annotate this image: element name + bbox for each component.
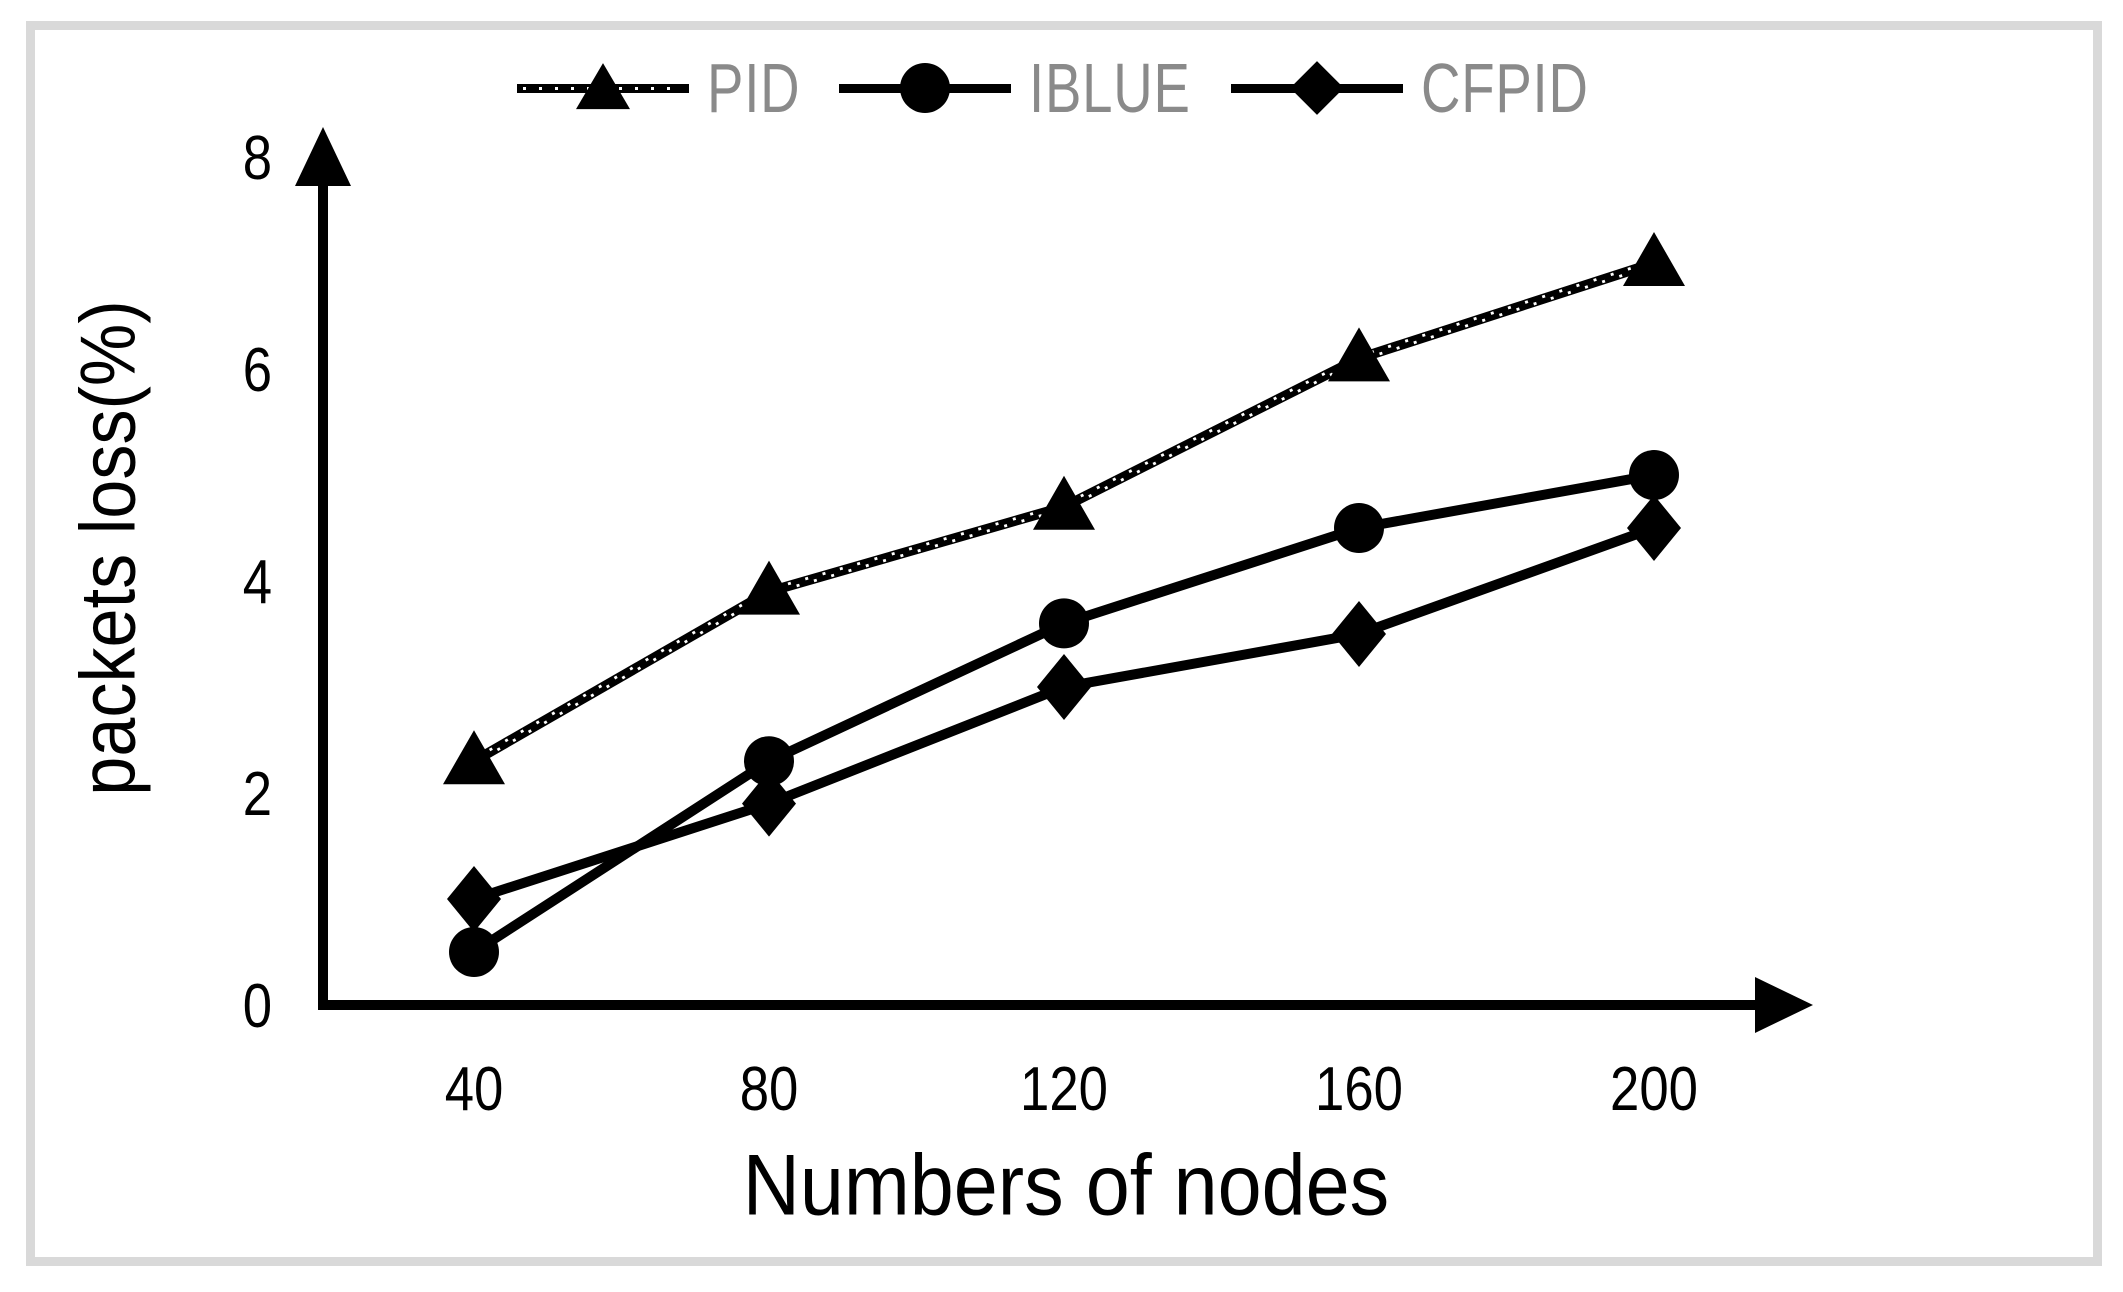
legend-item-iblue: IBLUE [838,48,1201,128]
y-tick-label: 0 [243,972,272,1041]
y-tick-labels: 0 2 4 6 8 [243,124,272,1041]
y-tick-label: 8 [243,124,272,193]
series-line-dots-PID [473,263,1655,765]
triangle-marker-icon [738,560,800,615]
series-line-dots-PID [473,259,1655,761]
circle-marker-icon [744,736,794,787]
circle-marker-icon [1039,598,1089,649]
x-axis-arrow-icon [1755,977,1813,1033]
legend: PID IBLUE CFPID [516,40,1607,136]
x-tick-label: 80 [740,1055,799,1124]
y-axis-title: packets loss(%) [63,300,152,796]
pid-line-sample [516,63,689,110]
triangle-marker-icon [1033,475,1095,530]
x-tick-label: 200 [1610,1055,1698,1124]
legend-label-cfpid: CFPID [1420,49,1589,127]
legend-label-pid: PID [706,49,800,127]
triangle-icon [575,63,630,110]
legend-label-iblue: IBLUE [1028,49,1191,127]
legend-item-pid: PID [516,48,809,128]
x-axis-title: Numbers of nodes [742,1137,1390,1234]
x-tick-label: 120 [1020,1055,1108,1124]
series-PID [443,232,1685,785]
triangle-marker-icon [1623,232,1685,286]
y-tick-label: 4 [243,548,272,617]
y-tick-label: 6 [243,336,272,405]
diamond-marker-icon [1037,654,1091,720]
triangle-marker-icon [443,730,505,785]
circle-icon [899,63,950,113]
circle-marker-icon [449,927,499,977]
x-tick-labels: 40 80 120 160 200 [445,1055,1698,1124]
series-group [443,232,1685,977]
diamond-marker-icon [447,866,501,932]
y-axis-arrow-icon [295,127,351,186]
series-IBLUE [449,450,1679,977]
diamond-marker-icon [1627,495,1681,561]
iblue-line-sample [838,63,1011,113]
circle-marker-icon [1334,503,1384,553]
x-tick-label: 160 [1315,1055,1403,1124]
y-tick-label: 2 [243,760,272,829]
legend-item-cfpid: CFPID [1230,48,1607,128]
cfpid-line-sample [1230,61,1403,115]
series-CFPID [447,495,1681,932]
triangle-marker-icon [1328,327,1390,382]
diamond-marker-icon [1332,601,1386,667]
circle-marker-icon [1629,450,1679,500]
x-tick-label: 40 [445,1055,504,1124]
diamond-marker-icon [742,770,796,837]
